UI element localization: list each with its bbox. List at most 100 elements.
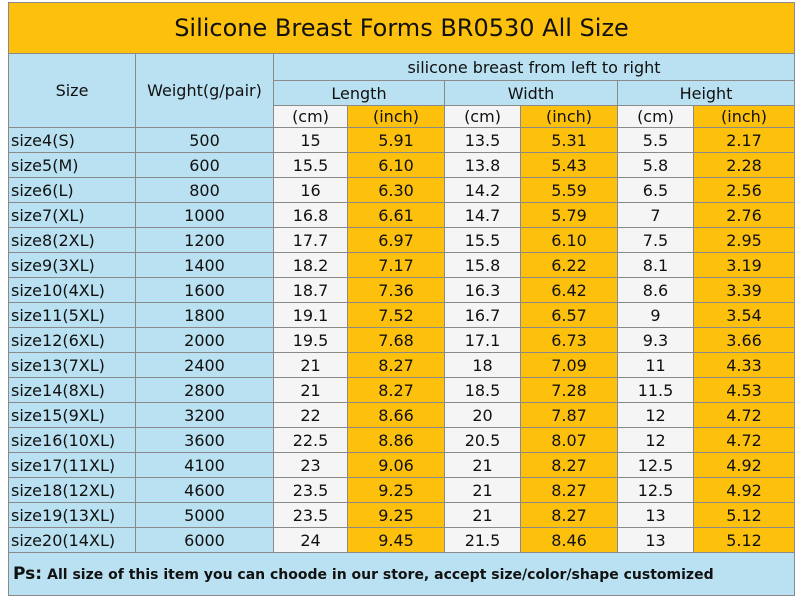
measure-cell: 6.22	[520, 252, 618, 278]
measure-cell: 5.12	[692, 527, 796, 553]
measure-cell: 6.42	[520, 277, 618, 303]
size-cell: size5(M)	[8, 152, 136, 178]
measure-cell: 21.5	[444, 527, 521, 553]
measure-cell: 13	[617, 502, 694, 528]
measure-cell: 16.8	[273, 202, 348, 228]
size-cell: size15(9XL)	[8, 402, 136, 428]
table-row: size7(XL) 1000 16.8 6.61 14.7 5.79 7 2.76	[8, 202, 796, 228]
footer-row: Ps: All size of this item you can choode…	[7, 552, 796, 596]
size-cell: size18(12XL)	[8, 477, 136, 503]
title: Silicone Breast Forms BR0530 All Size	[7, 2, 796, 54]
table-row: size15(9XL) 3200 22 8.66 20 7.87 12 4.72	[8, 402, 796, 428]
measure-cell: 24	[273, 527, 348, 553]
measure-cell: 23.5	[273, 477, 348, 503]
measure-cell: 5.79	[520, 202, 618, 228]
measure-cell: 6.61	[347, 202, 445, 228]
measure-cell: 4.72	[692, 427, 796, 453]
measure-cell: 5.43	[520, 152, 618, 178]
measure-cell: 9.25	[347, 502, 445, 528]
measure-cell: 11	[617, 352, 694, 378]
measure-cell: 9.45	[347, 527, 445, 553]
measure-cell: 17.7	[273, 227, 348, 253]
table-row: size16(10XL) 3600 22.5 8.86 20.5 8.07 12 4.72	[8, 427, 796, 453]
measure-cell: 8.27	[520, 477, 618, 503]
measure-cell: 9.3	[617, 327, 694, 353]
measure-cell: 5.91	[347, 127, 445, 153]
weight-cell: 4600	[135, 477, 274, 503]
unit-header: (inch)	[692, 105, 796, 128]
table-row: size11(5XL) 1800 19.1 7.52 16.7 6.57 9 3.54	[8, 302, 796, 328]
measure-cell: 13	[617, 527, 694, 553]
measure-cell: 7.68	[347, 327, 445, 353]
measure-cell: 23.5	[273, 502, 348, 528]
measure-cell: 5.59	[520, 177, 618, 203]
dimension-header: Height	[616, 80, 796, 106]
measure-cell: 6.57	[520, 302, 618, 328]
table-row: size18(12XL) 4600 23.5 9.25 21 8.27 12.5 4.92	[8, 477, 796, 503]
measure-cell: 14.2	[444, 177, 521, 203]
measure-cell: 8.86	[347, 427, 445, 453]
measure-cell: 2.28	[692, 152, 796, 178]
measure-cell: 7.17	[347, 252, 445, 278]
measure-cell: 9.06	[347, 452, 445, 478]
weight-cell: 1600	[135, 277, 274, 303]
table-row: size5(M) 600 15.5 6.10 13.8 5.43 5.8 2.28	[8, 152, 796, 178]
size-cell: size13(7XL)	[8, 352, 136, 378]
measure-cell: 5.31	[520, 127, 618, 153]
measure-cell: 12	[617, 402, 694, 428]
weight-cell: 2000	[135, 327, 274, 353]
size-cell: size14(8XL)	[8, 377, 136, 403]
measure-cell: 6.30	[347, 177, 445, 203]
measure-cell: 21	[444, 477, 521, 503]
weight-cell: 500	[135, 127, 274, 153]
footer-label: Ps:	[13, 564, 43, 584]
measure-cell: 6.10	[520, 227, 618, 253]
table-row: size10(4XL) 1600 18.7 7.36 16.3 6.42 8.6 3.39	[8, 277, 796, 303]
unit-header: (cm)	[273, 105, 348, 128]
weight-cell: 3600	[135, 427, 274, 453]
size-cell: size19(13XL)	[8, 502, 136, 528]
measure-cell: 6.10	[347, 152, 445, 178]
measure-cell: 8.46	[520, 527, 618, 553]
size-cell: size16(10XL)	[8, 427, 136, 453]
measure-cell: 3.19	[692, 252, 796, 278]
unit-header: (cm)	[444, 105, 521, 128]
size-cell: size6(L)	[8, 177, 136, 203]
measure-cell: 22.5	[273, 427, 348, 453]
measure-cell: 15.5	[444, 227, 521, 253]
weight-cell: 1000	[135, 202, 274, 228]
dimension-header: Length	[273, 80, 445, 106]
measure-cell: 9	[617, 302, 694, 328]
measure-cell: 8.07	[520, 427, 618, 453]
weight-cell: 2400	[135, 352, 274, 378]
measure-cell: 9.25	[347, 477, 445, 503]
measure-cell: 15.5	[273, 152, 348, 178]
measure-cell: 7.5	[617, 227, 694, 253]
measure-cell: 16.7	[444, 302, 521, 328]
table-row: size13(7XL) 2400 21 8.27 18 7.09 11 4.33	[8, 352, 796, 378]
weight-cell: 600	[135, 152, 274, 178]
size-header: Size	[8, 53, 136, 128]
size-cell: size10(4XL)	[8, 277, 136, 303]
measure-cell: 13.8	[444, 152, 521, 178]
group-header: silicone breast from left to right	[272, 53, 796, 81]
measure-cell: 16	[273, 177, 348, 203]
measure-cell: 2.95	[692, 227, 796, 253]
measure-cell: 19.1	[273, 302, 348, 328]
measure-cell: 2.17	[692, 127, 796, 153]
weight-cell: 2800	[135, 377, 274, 403]
measure-cell: 5.5	[617, 127, 694, 153]
weight-cell: 1200	[135, 227, 274, 253]
measure-cell: 12	[617, 427, 694, 453]
measure-cell: 20.5	[444, 427, 521, 453]
measure-cell: 21	[273, 352, 348, 378]
size-cell: size4(S)	[8, 127, 136, 153]
size-cell: size7(XL)	[8, 202, 136, 228]
weight-cell: 6000	[135, 527, 274, 553]
table-row: size4(S) 500 15 5.91 13.5 5.31 5.5 2.17	[8, 127, 796, 153]
measure-cell: 14.7	[444, 202, 521, 228]
size-cell: size20(14XL)	[8, 527, 136, 553]
table-row: size19(13XL) 5000 23.5 9.25 21 8.27 13 5.12	[8, 502, 796, 528]
measure-cell: 4.92	[692, 477, 796, 503]
